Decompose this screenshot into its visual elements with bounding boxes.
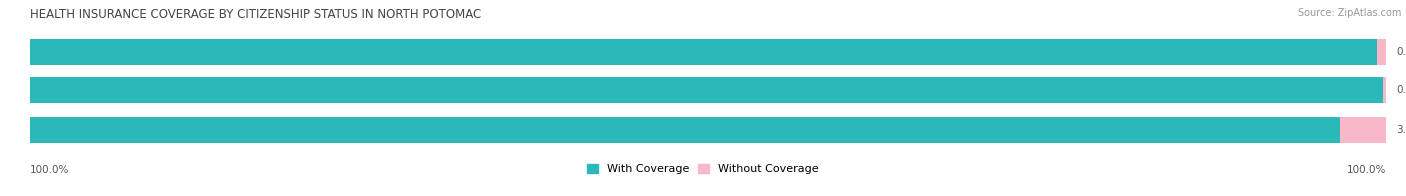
Legend: With Coverage, Without Coverage: With Coverage, Without Coverage — [588, 164, 818, 174]
Text: 100.0%: 100.0% — [1347, 165, 1386, 175]
Text: Source: ZipAtlas.com: Source: ZipAtlas.com — [1298, 8, 1400, 18]
Text: 0.73%: 0.73% — [1396, 47, 1406, 57]
Text: HEALTH INSURANCE COVERAGE BY CITIZENSHIP STATUS IN NORTH POTOMAC: HEALTH INSURANCE COVERAGE BY CITIZENSHIP… — [30, 8, 481, 21]
Text: 99.3%: 99.3% — [41, 47, 77, 57]
Text: Foreign Born, not a Citizen: Foreign Born, not a Citizen — [1187, 125, 1326, 135]
Text: 3.4%: 3.4% — [1396, 125, 1406, 135]
Text: 100.0%: 100.0% — [30, 165, 69, 175]
Text: 96.6%: 96.6% — [41, 125, 77, 135]
Text: 99.8%: 99.8% — [41, 85, 77, 95]
Text: Foreign Born, Citizen: Foreign Born, Citizen — [1260, 85, 1369, 95]
Text: Native Born: Native Born — [1301, 47, 1362, 57]
Text: 0.23%: 0.23% — [1396, 85, 1406, 95]
